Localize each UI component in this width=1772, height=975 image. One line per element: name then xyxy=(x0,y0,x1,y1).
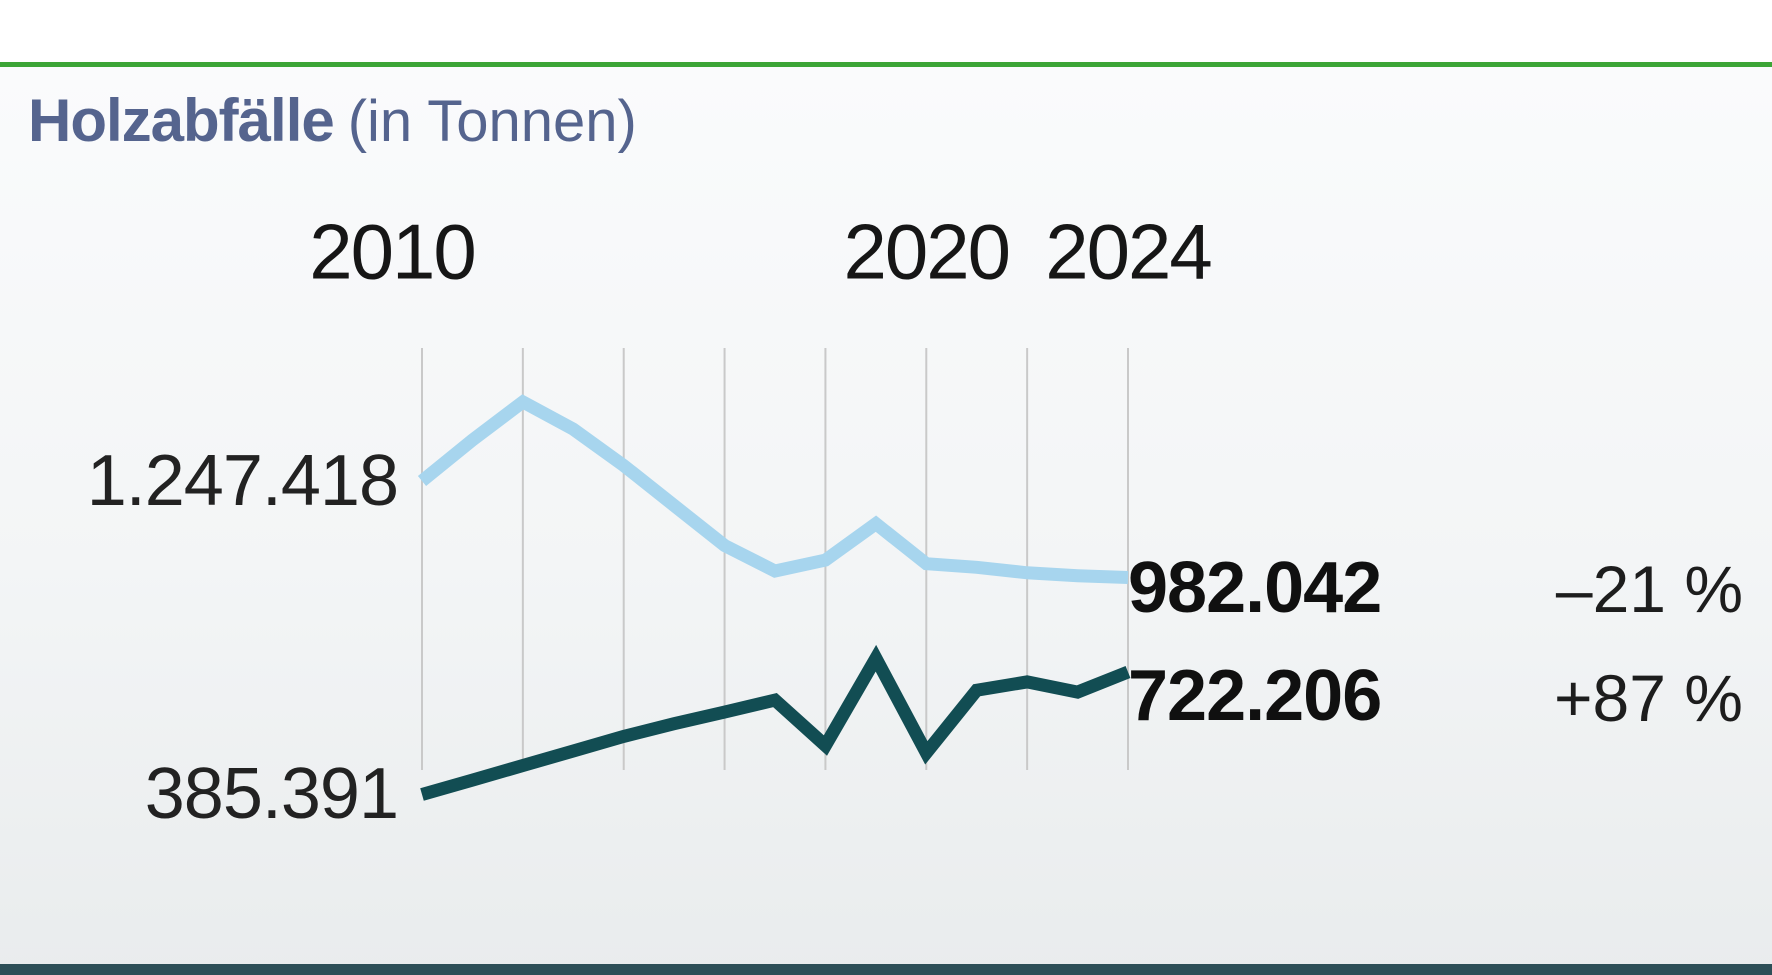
title-unit-text: (in Tonnen) xyxy=(347,89,637,154)
start-value-dark-teal: 385.391 xyxy=(144,754,399,834)
footer-bar xyxy=(0,964,1772,975)
data-lines xyxy=(417,394,1131,801)
x-tick-2024: 2024 xyxy=(1045,207,1213,296)
x-tick-2010: 2010 xyxy=(309,207,477,296)
change-percent-dark-teal: +87 % xyxy=(1554,661,1743,735)
title-text: Holzabfälle xyxy=(28,87,335,154)
change-percent-light-blue: –21 % xyxy=(1555,552,1743,626)
end-value-dark-teal: 722.206 xyxy=(1128,656,1382,736)
chart-background xyxy=(0,67,1772,975)
x-tick-2020: 2020 xyxy=(843,207,1012,296)
light-blue-line xyxy=(417,394,1129,584)
accent-rule xyxy=(0,62,1772,67)
start-value-light-blue: 1.247.418 xyxy=(86,441,399,521)
end-value-light-blue: 982.042 xyxy=(1128,548,1382,628)
dark-teal-line xyxy=(420,644,1131,801)
page-title: Holzabfälle (in Tonnen) xyxy=(28,86,637,155)
